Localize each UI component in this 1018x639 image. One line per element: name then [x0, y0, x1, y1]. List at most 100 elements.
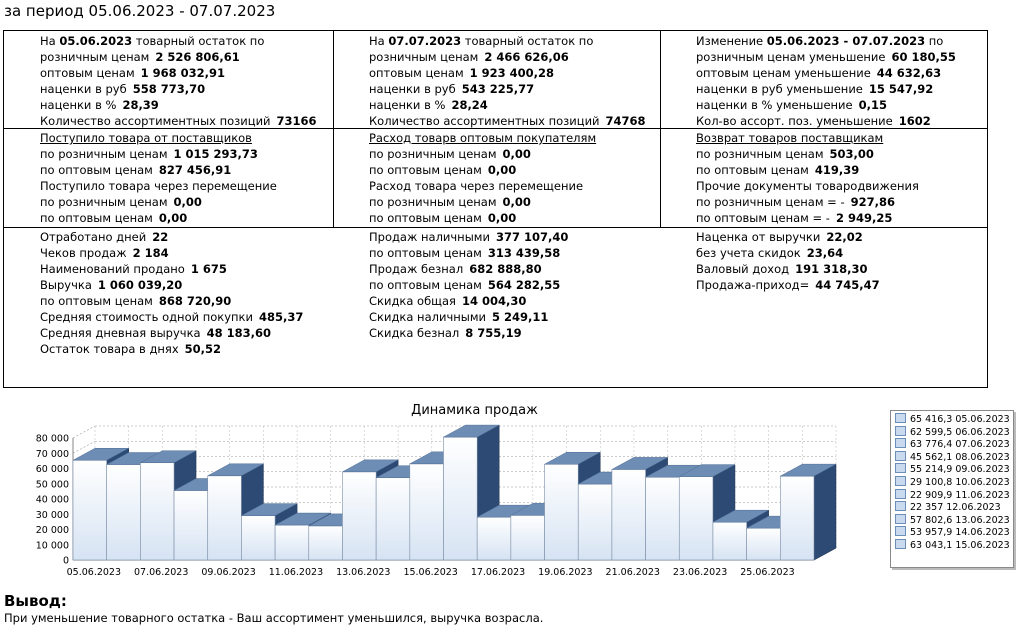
- info-line: Расход товара через перемещение: [369, 178, 660, 194]
- info-value: 1 015 293,73: [173, 147, 258, 161]
- legend-label: 55 214,9 09.06.2023: [910, 464, 1010, 476]
- legend-label: 63 043,1 15.06.2023: [910, 539, 1010, 551]
- report-period: за период 05.06.2023 - 07.07.2023: [4, 2, 276, 20]
- bar-top: [274, 512, 331, 526]
- info-label: по оптовым ценам: [40, 294, 153, 308]
- info-label: по оптовым ценам: [40, 163, 153, 177]
- cell-start-stock: На 05.06.2023 товарный остаток по розничн…: [4, 31, 333, 128]
- legend-item: 62 599,5 06.06.2023: [895, 425, 1013, 439]
- info-value: 23,64: [806, 246, 844, 260]
- legend-item: 57 802,6 13.06.2023: [895, 513, 1013, 527]
- legend-swatch: [895, 475, 906, 486]
- info-value: 564 282,55: [487, 278, 561, 292]
- y-tick-label: 60 000: [36, 464, 69, 475]
- info-label: Изменение: [696, 34, 767, 48]
- info-label: наценки в %: [369, 98, 446, 112]
- x-tick-label: 09.06.2023: [201, 567, 255, 578]
- info-line: Изменение 05.06.2023 - 07.07.2023 по: [696, 33, 988, 49]
- bar-side: [813, 463, 837, 561]
- info-value: 827 456,91: [158, 163, 232, 177]
- legend-swatch: [895, 450, 906, 461]
- info-label: Скидка безнал: [369, 326, 460, 340]
- info-label: Валовый доход: [696, 262, 790, 276]
- info-value: 2 949,25: [835, 211, 893, 225]
- info-label: Наименований продано: [40, 262, 185, 276]
- info-label: по оптовым ценам: [369, 211, 482, 225]
- cell-incoming: Поступило товара от поставщиков по рознич…: [4, 128, 333, 227]
- bar: [443, 436, 478, 561]
- bar-top: [241, 503, 298, 516]
- legend-swatch: [895, 501, 906, 512]
- info-line: Количество ассортиментных позиций 74768: [369, 113, 660, 129]
- y-tick-label: 30 000: [36, 510, 69, 521]
- info-value: 2 466 626,06: [484, 50, 569, 64]
- legend-swatch: [895, 413, 906, 423]
- info-value: 74768: [605, 114, 646, 128]
- info-value: 0,00: [502, 195, 531, 209]
- cell-end-stock: На 07.07.2023 товарный остаток по розничн…: [333, 31, 660, 128]
- bar-top: [679, 464, 736, 477]
- info-value: 60 180,55: [891, 50, 956, 64]
- bar: [712, 521, 747, 561]
- legend-swatch: [895, 438, 906, 449]
- info-label: наценки в руб: [40, 82, 127, 96]
- info-label: оптовым ценам уменьшение: [696, 66, 871, 80]
- info-line: по оптовым ценам 419,39: [696, 162, 988, 178]
- info-label: Продажа-приход=: [696, 278, 810, 292]
- info-value: 48 183,60: [206, 326, 271, 340]
- info-label: наценки в руб: [369, 82, 456, 96]
- bar: [780, 475, 815, 561]
- conclusion-title: Вывод:: [4, 592, 67, 610]
- info-value: 0,00: [158, 211, 188, 225]
- x-tick-label: 05.06.2023: [67, 567, 121, 578]
- info-line: по розничным ценам 503,00: [696, 146, 988, 162]
- grid-line-diag: [72, 440, 96, 454]
- info-label: Выручка: [40, 278, 92, 292]
- info-value: 682 888,80: [469, 262, 542, 276]
- cell-margin: Наценка от выручки 22,02 без учета скидок 2…: [660, 227, 988, 387]
- info-line: по оптовым ценам 827 456,91: [40, 162, 333, 178]
- info-value: 73166: [276, 114, 317, 128]
- info-label: Наценка от выручки: [696, 230, 821, 244]
- y-tick-label: 80 000: [36, 434, 69, 445]
- info-line: Поступило товара через перемещение: [40, 178, 333, 194]
- bar-top: [342, 459, 399, 473]
- bar: [678, 476, 714, 561]
- info-label: Средняя дневная выручка: [40, 326, 201, 340]
- legend-item: 29 100,8 10.06.2023: [895, 475, 1013, 489]
- info-label: наценки в руб уменьшение: [696, 82, 863, 96]
- info-label: розничным ценам: [369, 50, 479, 64]
- bar-top: [140, 450, 197, 463]
- info-line: Кол-во ассорт. поз. уменьшение 1602: [696, 113, 988, 129]
- bar-top: [712, 509, 769, 523]
- bar-top: [611, 457, 668, 470]
- info-line: Скидка безнал 8 755,19: [369, 325, 660, 341]
- x-tick-label: 21.06.2023: [606, 567, 660, 578]
- info-value: 485,37: [258, 310, 304, 324]
- info-line: Продаж безнал 682 888,80: [369, 261, 660, 277]
- info-value: 503,00: [829, 147, 874, 161]
- info-line: Продажа-приход= 44 745,47: [696, 277, 988, 293]
- info-line: по оптовым ценам 868 720,90: [40, 293, 333, 309]
- bar: [207, 475, 242, 561]
- info-value: 0,00: [502, 147, 531, 161]
- legend-label: 62 599,5 06.06.2023: [910, 426, 1010, 438]
- info-line: Остаток товара в днях 50,52: [40, 341, 333, 357]
- info-line: Количество ассортиментных позиций 73166: [40, 113, 333, 129]
- info-label: по оптовым ценам: [369, 278, 482, 292]
- info-line: оптовым ценам 1 968 032,91: [40, 65, 333, 81]
- info-line: по розничным ценам = - 927,86: [696, 194, 988, 210]
- cell-change: Изменение 05.06.2023 - 07.07.2023 по розн…: [660, 31, 988, 128]
- bar: [241, 515, 276, 561]
- info-line: Наценка от выручки 22,02: [696, 229, 988, 245]
- info-line: наценки в руб 558 773,70: [40, 81, 333, 97]
- bar: [308, 525, 343, 561]
- x-tick-label: 13.06.2023: [336, 567, 390, 578]
- info-value: 22,02: [826, 230, 863, 244]
- legend-label: 57 802,6 13.06.2023: [910, 514, 1010, 526]
- info-value: 0,00: [173, 195, 202, 209]
- bar: [544, 463, 579, 561]
- legend-label: 22 909,9 11.06.2023: [910, 489, 1010, 501]
- y-tick-label: 0: [63, 556, 69, 567]
- info-label: по розничным ценам: [369, 147, 497, 161]
